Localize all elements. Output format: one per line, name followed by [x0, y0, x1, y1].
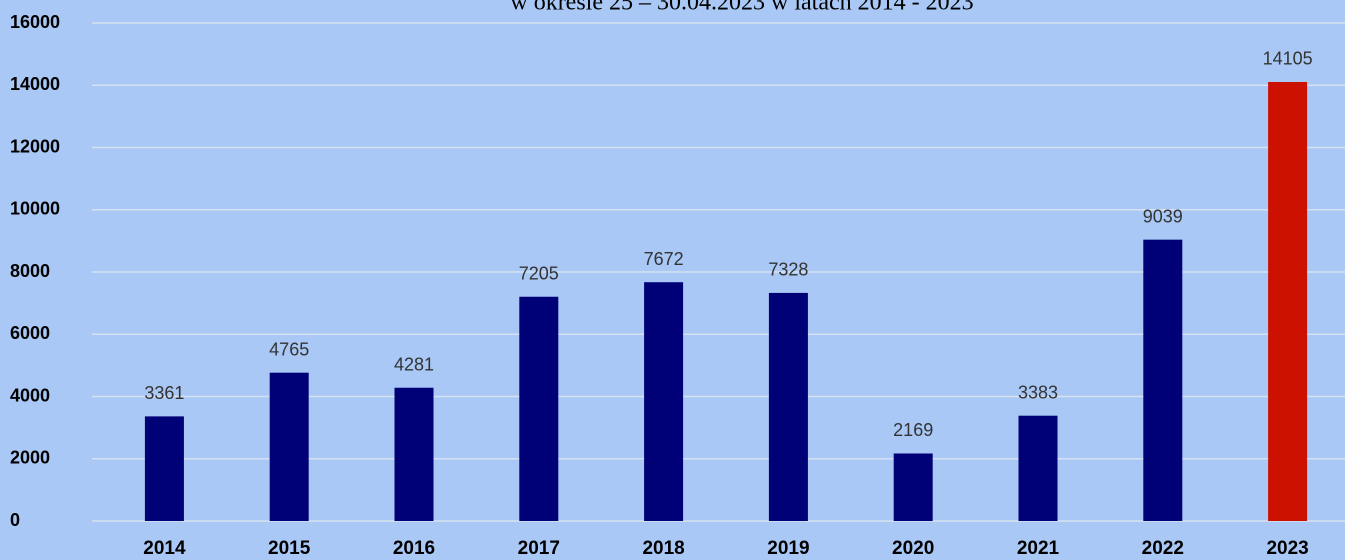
- bar: [1268, 81, 1308, 521]
- data-label: 7328: [768, 260, 808, 280]
- bar: [644, 282, 684, 521]
- bar: [1018, 415, 1058, 521]
- x-tick-label: 2020: [892, 538, 934, 559]
- y-tick-label: 4000: [10, 385, 50, 405]
- data-label: 14105: [1263, 49, 1313, 69]
- data-label: 2169: [893, 420, 933, 440]
- data-label: 4765: [269, 339, 309, 359]
- data-label: 7205: [519, 263, 559, 283]
- data-label: 3361: [144, 383, 184, 403]
- x-tick-label: 2019: [767, 538, 809, 559]
- y-tick-label: 16000: [10, 12, 60, 32]
- bar: [768, 292, 808, 521]
- y-tick-label: 12000: [10, 136, 60, 156]
- bar: [394, 387, 434, 521]
- x-tick-label: 2021: [1017, 538, 1060, 559]
- data-label: 4281: [394, 355, 434, 375]
- x-tick-label: 2015: [268, 538, 311, 559]
- x-tick-label: 2018: [642, 538, 684, 559]
- x-tick-label: 2022: [1142, 538, 1184, 559]
- bar: [144, 416, 184, 521]
- x-tick-label: 2017: [518, 538, 560, 559]
- data-label: 7672: [644, 249, 684, 269]
- data-label: 3383: [1018, 382, 1058, 402]
- bar: [269, 372, 309, 521]
- y-tick-label: 0: [10, 510, 20, 530]
- data-label: 9039: [1143, 206, 1183, 226]
- bar: [519, 296, 559, 521]
- y-tick-label: 2000: [10, 448, 50, 468]
- bar: [1143, 239, 1183, 521]
- y-tick-label: 14000: [10, 74, 60, 94]
- x-tick-label: 2023: [1266, 538, 1308, 559]
- y-tick-label: 6000: [10, 323, 50, 343]
- y-tick-label: 8000: [10, 261, 50, 281]
- x-tick-label: 2014: [143, 538, 186, 559]
- chart-title: w okresie 25 – 30.04.2023 w latach 2014 …: [510, 0, 973, 16]
- bar: [893, 453, 933, 521]
- x-tick-label: 2016: [393, 538, 435, 559]
- y-tick-label: 10000: [10, 199, 60, 219]
